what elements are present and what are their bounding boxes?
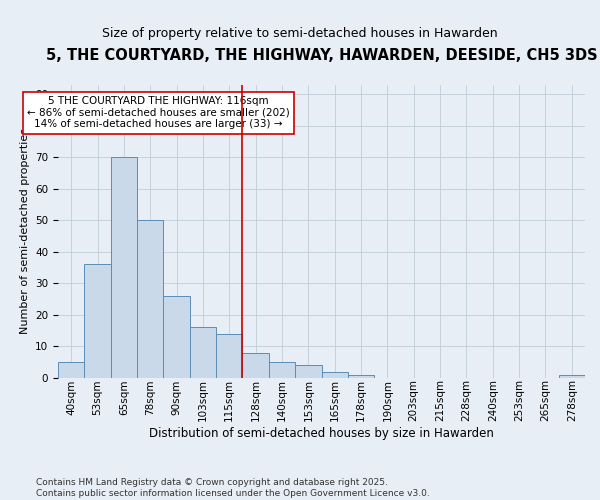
- Bar: [137, 220, 163, 378]
- Bar: [190, 328, 216, 378]
- Bar: [111, 157, 137, 378]
- Y-axis label: Number of semi-detached properties: Number of semi-detached properties: [20, 128, 29, 334]
- X-axis label: Distribution of semi-detached houses by size in Hawarden: Distribution of semi-detached houses by …: [149, 427, 494, 440]
- Bar: [348, 375, 374, 378]
- Text: Size of property relative to semi-detached houses in Hawarden: Size of property relative to semi-detach…: [102, 28, 498, 40]
- Bar: [269, 362, 295, 378]
- Text: 5 THE COURTYARD THE HIGHWAY: 116sqm
← 86% of semi-detached houses are smaller (2: 5 THE COURTYARD THE HIGHWAY: 116sqm ← 86…: [27, 96, 290, 130]
- Text: Contains HM Land Registry data © Crown copyright and database right 2025.
Contai: Contains HM Land Registry data © Crown c…: [36, 478, 430, 498]
- Bar: [85, 264, 111, 378]
- Bar: [559, 375, 585, 378]
- Bar: [295, 366, 322, 378]
- Bar: [322, 372, 348, 378]
- Title: 5, THE COURTYARD, THE HIGHWAY, HAWARDEN, DEESIDE, CH5 3DS: 5, THE COURTYARD, THE HIGHWAY, HAWARDEN,…: [46, 48, 598, 62]
- Bar: [242, 352, 269, 378]
- Bar: [216, 334, 242, 378]
- Bar: [163, 296, 190, 378]
- Bar: [58, 362, 85, 378]
